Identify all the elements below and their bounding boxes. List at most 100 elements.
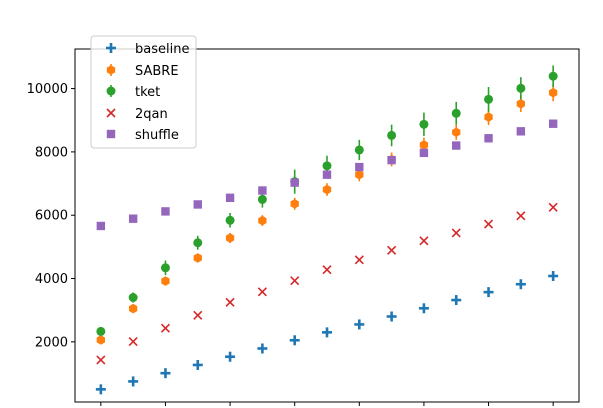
- data-point: [515, 279, 526, 290]
- data-point: [160, 323, 171, 333]
- data-point: [355, 162, 364, 172]
- data-point: [96, 335, 105, 345]
- y-tick-label: 2000: [35, 335, 68, 350]
- legend-marker-shuffle: [106, 129, 116, 139]
- data-point: [548, 270, 559, 281]
- data-point: [128, 336, 138, 347]
- data-point: [95, 384, 106, 395]
- data-point: [548, 71, 558, 81]
- data-point: [128, 376, 139, 387]
- data-point: [322, 327, 332, 338]
- data-point: [129, 303, 138, 314]
- data-point: [96, 355, 106, 365]
- data-point: [193, 200, 202, 209]
- legend-entry-shuffle: shuffle: [106, 128, 179, 143]
- data-point: [128, 293, 138, 303]
- data-point: [354, 145, 364, 155]
- series-2qan: [96, 202, 558, 365]
- data-series: [95, 65, 559, 395]
- y-tick-label: 4000: [35, 272, 68, 287]
- data-point: [193, 310, 203, 320]
- data-point: [258, 215, 267, 226]
- legend-entry-2qan: 2qan: [106, 107, 168, 122]
- data-point: [290, 178, 299, 187]
- data-point: [322, 184, 332, 195]
- data-point: [161, 207, 170, 216]
- data-point: [355, 169, 364, 180]
- data-point: [386, 311, 397, 322]
- data-point: [193, 253, 202, 263]
- data-point: [225, 193, 235, 202]
- legend-marker-sabre: [106, 64, 116, 76]
- data-point: [322, 265, 332, 275]
- data-point: [452, 127, 461, 138]
- legend-symbol: [106, 86, 116, 96]
- data-point: [257, 287, 267, 297]
- data-point: [257, 194, 267, 204]
- data-point: [484, 94, 494, 104]
- legend-label-shuffle: shuffle: [135, 128, 179, 143]
- data-point: [193, 238, 203, 248]
- data-point: [387, 245, 397, 255]
- data-point: [225, 215, 235, 225]
- legend: baseline SABRE tket 2qan shuffle: [90, 35, 197, 149]
- data-point: [322, 161, 332, 171]
- y-axis-ticks: 2000 4000 6000 8000 10000: [27, 82, 75, 350]
- data-point: [160, 263, 170, 273]
- data-point: [516, 127, 526, 136]
- legend-marker-2qan: [106, 108, 116, 118]
- data-point: [548, 119, 558, 128]
- legend-entry-sabre: SABRE: [106, 64, 179, 79]
- data-point: [290, 199, 299, 209]
- data-point: [451, 108, 461, 118]
- data-point: [192, 359, 203, 370]
- data-point: [96, 221, 106, 231]
- data-point: [418, 303, 429, 314]
- x-axis-ticks: [100, 402, 554, 406]
- data-point: [451, 228, 461, 238]
- data-point: [161, 276, 170, 286]
- data-point: [419, 148, 429, 158]
- legend-symbol: [106, 65, 116, 75]
- legend-marker-tket: [106, 85, 116, 97]
- data-point: [258, 186, 267, 195]
- data-point: [257, 343, 268, 354]
- legend-symbol: [106, 129, 116, 139]
- data-point: [451, 295, 462, 306]
- y-tick-label: 8000: [35, 145, 68, 160]
- data-point: [516, 83, 526, 93]
- legend-entry-baseline: baseline: [106, 42, 189, 57]
- y-tick-label: 6000: [35, 209, 68, 224]
- data-point: [419, 236, 429, 246]
- data-point: [483, 287, 494, 298]
- data-point: [484, 134, 493, 143]
- data-point: [516, 211, 526, 221]
- legend-box: [90, 35, 197, 149]
- legend-marker-baseline: [106, 43, 116, 53]
- data-point: [225, 351, 236, 362]
- legend-label-tket: tket: [135, 85, 160, 100]
- data-point: [160, 368, 171, 379]
- data-point: [322, 170, 332, 179]
- legend-entry-tket: tket: [106, 85, 160, 100]
- data-point: [516, 98, 525, 109]
- data-point: [289, 335, 300, 346]
- legend-symbol: [106, 43, 116, 53]
- series-baseline: [95, 270, 559, 395]
- data-point: [419, 119, 429, 129]
- legend-label-2qan: 2qan: [135, 107, 168, 122]
- data-point: [387, 130, 397, 140]
- data-point: [96, 326, 106, 336]
- data-point: [387, 155, 396, 165]
- data-point: [354, 319, 365, 330]
- data-point: [548, 202, 558, 212]
- legend-label-baseline: baseline: [135, 42, 189, 57]
- data-point: [419, 140, 429, 150]
- data-point: [484, 112, 493, 122]
- legend-symbol: [106, 108, 116, 118]
- data-point: [128, 214, 138, 223]
- data-point: [549, 87, 558, 98]
- data-point: [225, 297, 235, 307]
- data-point: [354, 255, 364, 265]
